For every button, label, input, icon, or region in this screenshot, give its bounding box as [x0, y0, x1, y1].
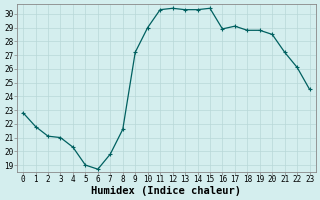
X-axis label: Humidex (Indice chaleur): Humidex (Indice chaleur)	[92, 186, 241, 196]
